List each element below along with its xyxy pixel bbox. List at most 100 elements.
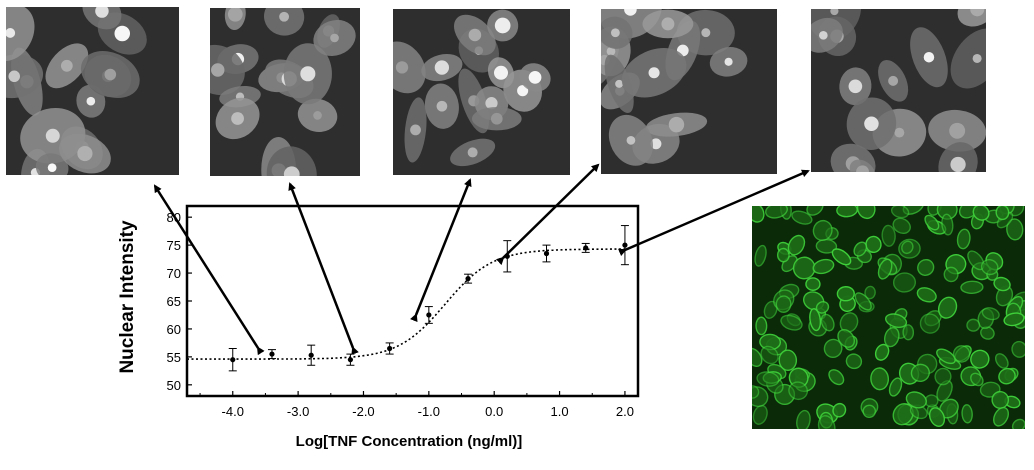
nucleus-shape	[615, 79, 624, 88]
cell-shape	[902, 324, 915, 341]
cell-shape	[823, 338, 843, 359]
cell-shape	[780, 314, 803, 331]
nucleus-shape	[279, 11, 290, 22]
cell-shape	[966, 318, 981, 332]
cell-shape	[796, 409, 811, 429]
cell-shape	[752, 347, 763, 367]
cell-shape	[890, 206, 910, 219]
nucleus-shape	[283, 166, 300, 176]
nucleus-shape	[86, 96, 96, 106]
cell-shape	[980, 259, 999, 276]
data-point	[583, 245, 589, 251]
cell-shape	[905, 391, 927, 409]
cell-shape	[956, 228, 971, 250]
nucleus-shape	[227, 8, 243, 22]
nucleus-shape	[517, 85, 529, 97]
micrograph-1	[6, 7, 179, 175]
cell-shape	[970, 349, 990, 369]
nucleus-shape	[494, 17, 511, 34]
data-point	[465, 276, 471, 282]
data-point	[308, 352, 314, 358]
x-tick-label: -3.0	[287, 404, 309, 419]
cell-shape	[888, 377, 903, 397]
cell-shape	[881, 224, 896, 247]
nucleus-shape	[661, 17, 675, 31]
cell-shape	[901, 240, 914, 255]
cell-shape	[778, 349, 798, 371]
nucleus-shape	[490, 112, 503, 125]
cell-shape	[995, 206, 1010, 221]
cell-shape	[952, 345, 971, 363]
cell-shape	[1011, 340, 1025, 358]
nucleus-shape	[114, 25, 131, 42]
data-point	[387, 345, 393, 352]
nucleus-shape	[60, 59, 73, 72]
cell-shape	[828, 369, 845, 386]
nucleus-shape	[528, 71, 542, 84]
nucleus-shape	[624, 9, 637, 16]
nucleus-shape	[313, 111, 322, 120]
nucleus-shape	[972, 53, 982, 64]
nucleus-shape	[819, 31, 828, 40]
y-tick-label: 70	[167, 266, 181, 281]
cell-shape	[960, 280, 984, 294]
nucleus-shape	[894, 127, 905, 138]
cell-shape	[831, 248, 852, 266]
x-axis-title: Log[TNF Concentration (ng/ml)]	[296, 433, 523, 450]
cell-shape	[853, 241, 868, 257]
cell-shape	[998, 367, 1016, 385]
cell-shape	[837, 328, 856, 348]
cell-shape	[756, 371, 780, 387]
cell-shape	[917, 258, 935, 276]
y-tick-label: 60	[167, 322, 181, 337]
cell-shape	[760, 345, 779, 365]
cell-shape	[856, 206, 876, 220]
data-point	[269, 351, 275, 357]
nucleus-shape	[949, 122, 966, 139]
nucleus-shape	[77, 145, 93, 162]
nucleus-shape	[485, 97, 498, 110]
micrograph-4	[601, 9, 777, 174]
y-tick-label: 65	[167, 294, 181, 309]
y-tick-label: 75	[167, 238, 181, 253]
cell-shape	[928, 407, 946, 427]
x-tick-label: 0.0	[485, 404, 503, 419]
nucleus-shape	[330, 33, 339, 43]
nucleus-shape	[610, 28, 620, 38]
cell-shape	[972, 206, 990, 221]
nucleus-shape	[211, 63, 225, 77]
nucleus-shape	[626, 135, 636, 145]
nucleus-shape	[950, 156, 966, 172]
x-tick-label: 1.0	[551, 404, 569, 419]
cell-shape	[815, 300, 830, 314]
cell-shape	[874, 343, 890, 361]
data-point	[504, 253, 510, 259]
cell-shape	[809, 308, 822, 332]
nucleus-shape	[606, 47, 616, 56]
cell-shape	[812, 219, 833, 241]
nucleus-shape	[434, 60, 450, 75]
data-point	[230, 357, 236, 363]
nucleus-shape	[864, 116, 879, 131]
cell-shape	[1006, 218, 1024, 241]
nucleus-shape	[830, 9, 839, 16]
nucleus-shape	[300, 66, 316, 82]
cell-shape	[919, 313, 941, 334]
micrograph-5	[811, 9, 986, 172]
nucleus-shape	[923, 51, 935, 63]
nucleus-shape	[668, 116, 685, 133]
data-point	[426, 312, 432, 318]
cell-shape	[937, 296, 958, 319]
nucleus-shape	[848, 79, 863, 94]
nucleus-shape	[650, 138, 662, 150]
cell-shape	[892, 272, 917, 293]
cell-shape	[788, 381, 809, 401]
x-tick-label: -1.0	[418, 404, 440, 419]
nucleus-shape	[493, 65, 509, 80]
nucleus-shape	[6, 28, 16, 38]
cell-shape	[941, 213, 954, 236]
micrograph-3	[393, 9, 570, 175]
cell-shape	[820, 313, 835, 332]
cell-shape	[924, 214, 940, 231]
